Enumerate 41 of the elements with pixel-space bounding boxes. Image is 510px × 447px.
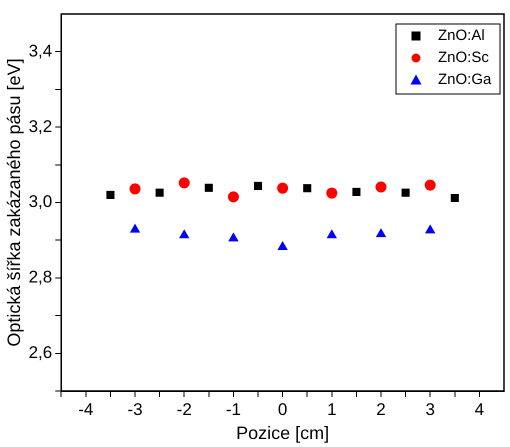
legend-label: ZnO:Al [438,27,485,44]
point [376,182,387,193]
point [204,184,213,192]
x-tick-label: 1 [327,400,337,419]
x-tick-label: -1 [226,400,241,419]
point [326,188,338,199]
point [130,183,141,194]
point [106,190,114,199]
x-tick-label: -2 [176,400,192,419]
point [326,230,337,238]
point [450,194,459,202]
y-tick-label: 2,6 [28,342,52,362]
point [179,230,190,238]
point [352,188,360,196]
legend-label: ZnO:Ga [438,71,492,88]
point [254,182,262,190]
point [402,188,410,197]
x-tick-label: 0 [278,400,288,419]
x-axis-title: Pozice [cm] [236,423,330,444]
point [228,232,238,242]
x-tick-label: -4 [78,400,94,419]
y-tick-label: 3,0 [28,192,52,212]
point [156,188,164,197]
y-tick-label: 3,2 [28,116,52,136]
point [376,228,386,238]
x-tick-label: 4 [474,400,484,419]
point [130,224,140,233]
x-tick-label: 3 [425,400,435,419]
point [424,180,436,191]
legend-label: ZnO:Sc [438,49,490,66]
x-tick-label: 2 [376,400,386,419]
y-axis-title: Optická šířka zakázaného pásu [eV] [4,58,24,347]
point [303,184,312,192]
y-tick-label: 3,4 [28,41,52,60]
point [178,177,190,188]
point [278,241,288,250]
x-tick-label: -3 [127,400,143,419]
y-tick-label: 2,8 [28,268,52,287]
point [277,182,288,194]
point [228,191,239,202]
point [425,224,436,234]
